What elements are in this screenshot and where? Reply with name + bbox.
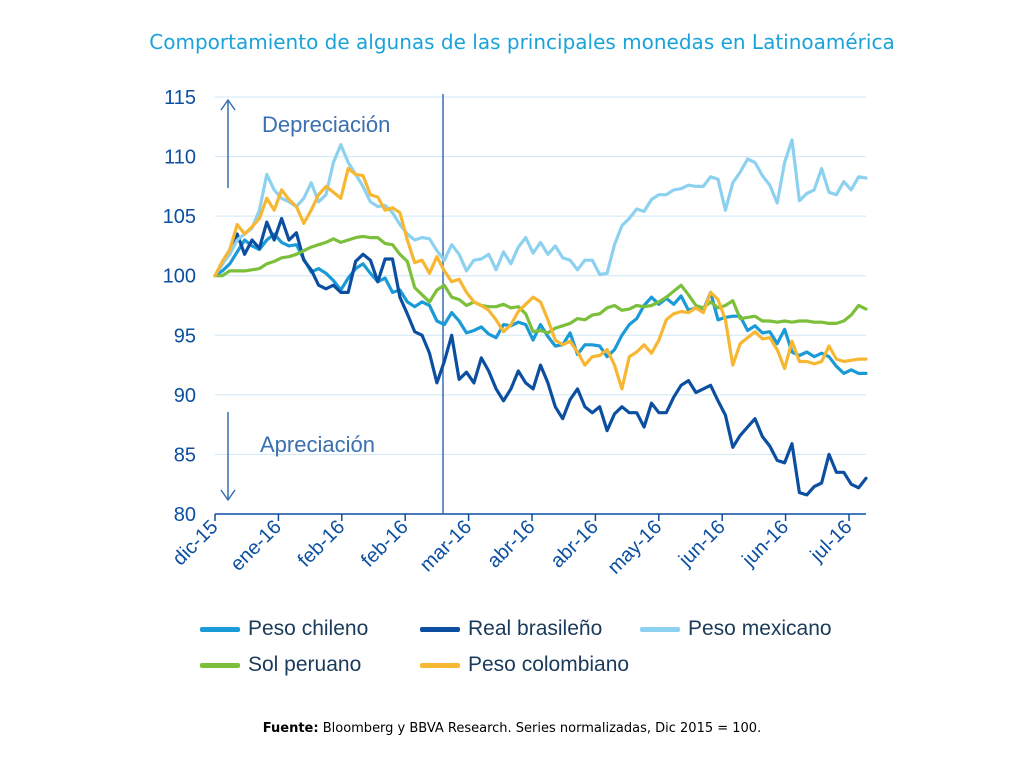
up-arrow-icon [220, 98, 236, 188]
y-tick-label: 105 [163, 206, 196, 228]
annotations: Depreciación Apreciación [220, 94, 444, 514]
x-tick-label: jul-16 [806, 516, 857, 567]
appreciation-label: Apreciación [260, 432, 375, 457]
legend-label: Peso mexicano [688, 617, 832, 640]
x-tick-label: feb-16 [294, 516, 350, 572]
x-tick-label: abr-16 [546, 516, 602, 572]
series-line-sol-peruano [213, 234, 868, 335]
series-line-peso-colombiano [213, 166, 868, 391]
x-tick-label: jun-16 [738, 516, 794, 572]
legend-swatch [420, 662, 460, 668]
depreciation-label: Depreciación [262, 112, 390, 137]
y-axis-tick-labels: 80 85 90 95 100 105 110 115 [163, 87, 196, 526]
x-tick-label: abr-16 [483, 516, 539, 572]
x-tick-label: jun-16 [674, 516, 730, 572]
legend-label: Peso chileno [248, 617, 369, 640]
legend-item-peso-colombiano: Peso colombiano [420, 648, 629, 682]
series-line-real-brasile-o [213, 216, 868, 497]
x-axis [214, 513, 866, 521]
x-tick-label: may-16 [604, 516, 667, 579]
y-tick-label: 85 [174, 444, 196, 466]
y-tick-label: 90 [174, 385, 196, 407]
y-tick-label: 100 [163, 266, 196, 288]
line-chart: 80 85 90 95 100 105 110 115 dic-15 ene-16 feb-16 f… [163, 87, 868, 579]
series-lines [213, 138, 868, 497]
legend-label: Peso colombiano [468, 653, 630, 676]
legend-item-real-brasileno: Real brasileño [420, 612, 602, 646]
legend-swatch [420, 626, 460, 632]
series-line-peso-mexicano [213, 138, 868, 278]
legend-item-peso-mexicano: Peso mexicano [640, 612, 832, 646]
y-tick-label: 95 [174, 325, 196, 347]
chart-title: Comportamiento de algunas de las princip… [149, 30, 895, 54]
y-tick-label: 80 [174, 504, 196, 526]
down-arrow-icon [220, 412, 236, 502]
legend-item-peso-chileno: Peso chileno [200, 612, 368, 646]
legend-swatch [200, 662, 240, 668]
y-tick-label: 115 [164, 87, 196, 109]
legend-label: Real brasileño [468, 617, 603, 640]
legend-swatch [640, 626, 680, 632]
x-tick-label: mar-16 [416, 516, 476, 576]
series-line-peso-chileno [213, 232, 868, 375]
x-axis-tick-labels: dic-15 ene-16 feb-16 feb-16 mar-16 abr-16 abr-… [168, 516, 856, 579]
x-tick-label: feb-16 [357, 516, 413, 572]
source-prefix: Fuente: [262, 721, 319, 736]
grid-lines [215, 96, 866, 455]
x-tick-label: ene-16 [226, 516, 286, 576]
source-text: Bloomberg y BBVA Research. Series normal… [318, 721, 762, 736]
legend-item-sol-peruano: Sol peruano [200, 648, 361, 682]
legend-swatch [200, 626, 240, 632]
source-note: Fuente: Bloomberg y BBVA Research. Serie… [0, 721, 1024, 736]
legend-label: Sol peruano [248, 653, 362, 676]
y-tick-label: 110 [164, 147, 196, 169]
